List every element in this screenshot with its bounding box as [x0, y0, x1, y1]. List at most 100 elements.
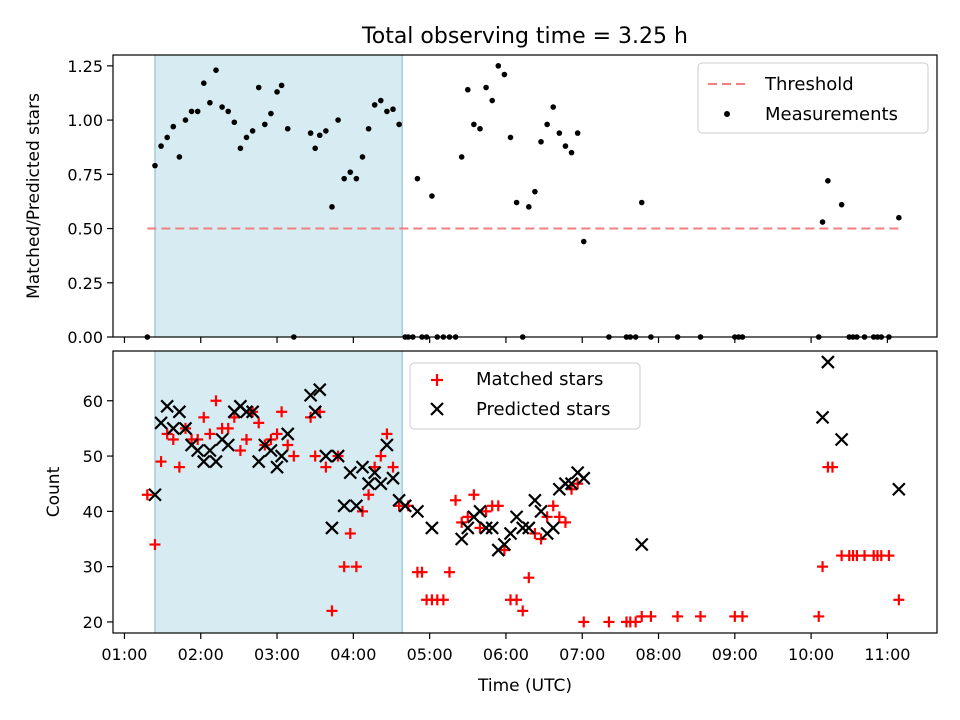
- matched-star-point: [309, 450, 321, 462]
- measurement-point: [513, 199, 520, 206]
- predicted-star-point: [331, 449, 345, 463]
- top-ytick-label: 0.00: [67, 328, 103, 347]
- measurement-point: [371, 102, 378, 108]
- predicted-star-point: [634, 537, 649, 552]
- top-ytick-label: 0.50: [67, 220, 103, 239]
- measurement-point: [231, 119, 238, 126]
- measurement-point: [335, 117, 341, 123]
- predicted-star-point: [410, 504, 425, 519]
- predicted-star-point: [312, 382, 327, 397]
- top-y-axis-label: Matched/Predicted stars: [24, 93, 44, 299]
- legend-matched-label: Matched stars: [476, 369, 603, 390]
- matched-star-point: [672, 610, 684, 622]
- measurement-point: [274, 89, 280, 95]
- predicted-star-point: [821, 355, 835, 369]
- predicted-star-point: [319, 449, 333, 463]
- matched-star-point: [559, 516, 571, 528]
- predicted-star-point: [270, 460, 284, 474]
- measurement-point: [550, 104, 557, 110]
- matched-star-point: [276, 406, 288, 418]
- measurement-point: [225, 108, 232, 115]
- measurement-point: [164, 134, 170, 141]
- predicted-star-point: [374, 476, 388, 491]
- predicted-star-point: [280, 427, 295, 441]
- matched-star-point: [210, 395, 222, 407]
- matched-star-point: [883, 550, 895, 562]
- measurement-point: [471, 121, 477, 128]
- bottom-ytick-label: 40: [83, 502, 103, 521]
- measurement-point: [341, 175, 347, 182]
- measurement-point: [568, 149, 575, 156]
- measurement-point: [838, 201, 845, 208]
- bottom-ytick-label: 60: [83, 392, 103, 411]
- predicted-star-point: [178, 421, 193, 436]
- matched-star-point: [173, 461, 185, 473]
- predicted-star-point: [337, 499, 351, 513]
- predicted-star-point: [460, 521, 475, 535]
- top-shaded-span: [154, 54, 403, 338]
- predicted-star-point: [361, 476, 376, 491]
- matched-star-point: [603, 616, 615, 628]
- matched-star-point: [167, 433, 179, 445]
- measurement-point: [268, 110, 274, 117]
- measurement-point: [819, 219, 826, 225]
- measurement-point: [213, 67, 219, 73]
- measurement-point: [365, 125, 372, 132]
- matched-star-point: [553, 511, 565, 523]
- matched-star-point: [630, 616, 642, 628]
- matched-star-point: [416, 566, 428, 578]
- matched-star-point: [271, 428, 283, 440]
- bottom-y-axis-label: Count: [44, 466, 64, 517]
- matched-star-point: [517, 605, 529, 617]
- predicted-star-point: [367, 465, 382, 480]
- predicted-star-point: [148, 487, 162, 502]
- matched-star-point: [228, 411, 240, 423]
- predicted-star-point: [303, 388, 318, 403]
- measurement-point: [200, 80, 207, 86]
- predicted-star-point: [197, 454, 211, 469]
- predicted-star-point: [190, 443, 205, 458]
- predicted-star-point: [398, 499, 412, 513]
- measurement-point: [483, 84, 489, 91]
- top-panel: 0.00 0.25 0.50 0.75 1.00 1.25 Matched/Predict…: [24, 54, 938, 347]
- predicted-star-point: [558, 476, 573, 491]
- measurement-point: [207, 99, 213, 106]
- measurement-point: [194, 108, 201, 115]
- predicted-star-point: [380, 438, 394, 452]
- predicted-star-point: [534, 504, 548, 519]
- measurement-point: [526, 204, 532, 210]
- bottom-xtick-label: 03:00: [254, 645, 300, 664]
- measurement-point: [323, 128, 329, 134]
- legend-measurements-swatch: [724, 111, 730, 117]
- measurement-point: [278, 82, 285, 89]
- bottom-legend-box: [409, 362, 641, 430]
- bottom-xtick-label: 07:00: [559, 645, 605, 664]
- matched-star-point: [813, 610, 825, 622]
- matched-star-point: [381, 428, 393, 440]
- measurement-point: [544, 121, 550, 128]
- bottom-xtick-label: 02:00: [178, 645, 224, 664]
- measurement-point: [284, 125, 291, 132]
- measurement-point: [152, 162, 158, 169]
- bottom-ytick-label: 30: [83, 558, 103, 577]
- matched-star-point: [288, 450, 300, 462]
- legend-predicted-label: Predicted stars: [476, 399, 610, 420]
- predicted-star-point: [564, 476, 579, 491]
- predicted-star-point: [515, 521, 530, 535]
- measurement-point: [580, 238, 587, 245]
- predicted-star-point: [172, 405, 187, 419]
- bottom-xtick-label: 11:00: [864, 645, 910, 664]
- measurement-point: [176, 154, 183, 160]
- measurement-point: [307, 130, 314, 136]
- measurement-point: [262, 121, 268, 128]
- predicted-star-point: [203, 443, 217, 458]
- legend-threshold-label: Threshold: [764, 74, 854, 95]
- predicted-star-point: [239, 405, 254, 419]
- predicted-star-point: [251, 454, 266, 469]
- measurements-series: [144, 63, 902, 340]
- matched-star-point: [282, 439, 294, 451]
- matched-star-point: [241, 433, 253, 445]
- measurement-point: [495, 63, 502, 69]
- matched-star-point: [338, 561, 350, 573]
